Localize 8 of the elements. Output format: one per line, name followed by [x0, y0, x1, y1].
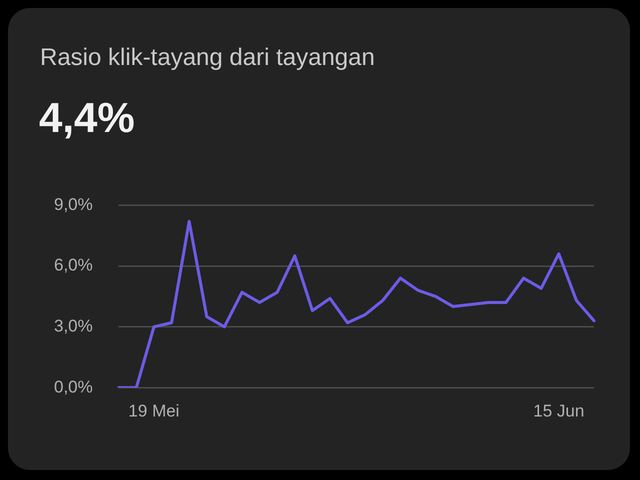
chart-subtitle: 4,4% [39, 94, 135, 142]
y-tick-label: 3,0% [54, 316, 93, 336]
y-tick-label: 9,0% [54, 194, 93, 214]
chart-title: Rasio klik-tayang dari tayangan [40, 44, 375, 72]
x-tick-label: 15 Jun [533, 401, 584, 420]
y-tick-label: 0,0% [54, 377, 93, 396]
y-tick-label: 6,0% [54, 256, 93, 275]
x-tick-label: 19 Mei [128, 401, 180, 420]
